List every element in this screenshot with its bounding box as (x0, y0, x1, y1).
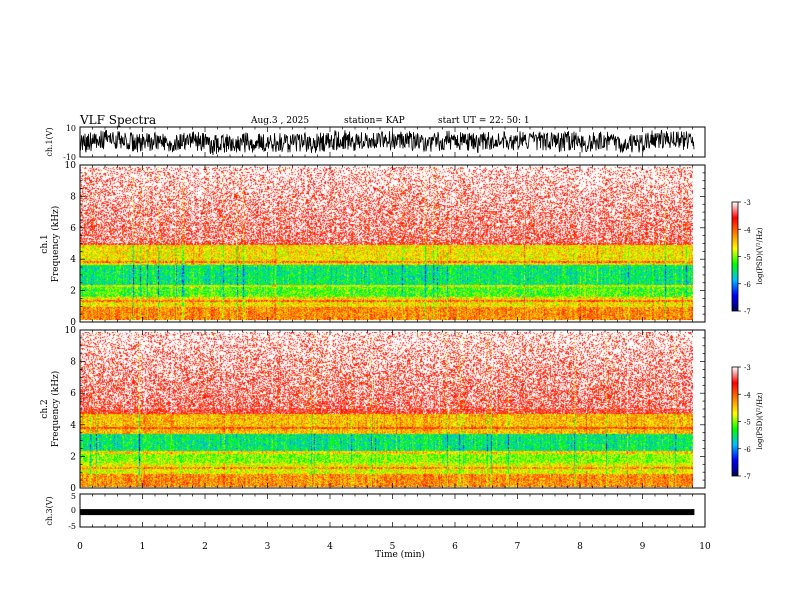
colorbar-1-frame (731, 201, 739, 312)
colorbar-2-tick-label: -3 (744, 364, 751, 372)
ch3-waveform-panel: 5 0 -5 ch.3(V) (45, 492, 706, 531)
time-tick-label: 9 (640, 542, 646, 552)
ch1-frequency-tick-label: 8 (70, 192, 76, 202)
ch2-frequency-tick-label: 8 (70, 358, 76, 368)
colorbar-2-label: log(PSD)(V²/Hz) (756, 392, 764, 449)
colorbar-1-ticks: -3 -4 -5 -6 -7 (738, 199, 751, 316)
ch2-frequency-tick-label: 6 (70, 389, 76, 399)
ch1-spectrogram-panel: 0 2 4 6 8 10 ch.1 Frequency (kHz) (40, 161, 706, 328)
colorbar-2-tick-label: -5 (744, 419, 751, 427)
station-label: station= KAP (344, 116, 405, 126)
colorbar-2-tick-label: -7 (744, 473, 751, 481)
colorbar-2: -3 -4 -5 -6 -7 log(PSD)(V²/Hz) (731, 364, 764, 481)
colorbar-2-tick-label: -6 (744, 446, 751, 454)
ch1-frequency-tick-label: 10 (65, 161, 77, 171)
ch1-waveform-panel: 10 -10 ch.1(V) (45, 124, 706, 162)
time-tick-label: 8 (577, 542, 583, 552)
ch3-ytick-0: 0 (71, 506, 76, 515)
ch2-frequency-tick-label: 4 (70, 421, 76, 431)
colorbar-2-frame (731, 366, 739, 477)
ch3-ytick-5: 5 (71, 492, 76, 501)
ch2-spectrogram-image (80, 332, 693, 487)
ch1-spectrogram-frame (79, 164, 706, 323)
colorbar-1-tick-label: -7 (744, 308, 751, 316)
colorbar-1-tick-label: -3 (744, 199, 751, 207)
ch2-spectrogram-xticks (79, 330, 706, 488)
ch1-waveform-ylabel: ch.1(V) (45, 127, 54, 156)
ch2-frequency-tick-label: 10 (65, 326, 77, 336)
ch3-waveform-ylabel: ch.3(V) (45, 496, 54, 525)
colorbar-1-label: log(PSD)(V²/Hz) (756, 227, 764, 284)
ch2-spectrogram-panel: 0 2 4 6 8 10 ch.2 Frequency (kHz) (40, 326, 706, 494)
ch1-spectrogram-ylabel: Frequency (kHz) (50, 206, 61, 283)
ch3-ytick-minus5: -5 (68, 522, 76, 531)
ch3-waveform-line (80, 509, 695, 516)
colorbar-1: -3 -4 -5 -6 -7 log(PSD)(V²/Hz) (731, 199, 764, 316)
ch2-spectrogram-channel-label: ch.2 (40, 399, 50, 418)
ch2-spectrogram-yticks: 0 2 4 6 8 10 (65, 326, 705, 494)
time-tick-label: 5 (390, 542, 396, 552)
ch2-spectrogram-ylabel: Frequency (kHz) (50, 371, 61, 448)
ch1-frequency-tick-label: 6 (70, 224, 76, 234)
ch1-frequency-tick-label: 2 (70, 287, 76, 297)
ch1-ytick-bottom: -10 (63, 153, 76, 162)
ch1-waveform-xticks (79, 127, 706, 157)
colorbar-2-gradient (732, 367, 738, 476)
colorbar-1-tick-label: -5 (744, 254, 751, 262)
time-axis-tick-labels: 0 1 2 3 4 5 6 7 8 9 10 (77, 542, 711, 552)
ch1-frequency-tick-label: 0 (70, 318, 76, 328)
ch3-waveform-xticks (79, 494, 706, 527)
ch1-spectrogram-xticks (79, 165, 706, 322)
ch1-frequency-tick-label: 4 (70, 255, 76, 265)
time-tick-label: 2 (202, 542, 208, 552)
ch1-spectrogram-channel-label: ch.1 (40, 234, 50, 253)
ch2-spectrogram-frame (79, 329, 706, 489)
time-tick-label: 4 (327, 542, 333, 552)
colorbar-1-tick-label: -4 (744, 226, 751, 234)
time-tick-label: 6 (452, 542, 458, 552)
start-ut-label: start UT = 22: 50: 1 (438, 116, 530, 126)
colorbar-2-ticks: -3 -4 -5 -6 -7 (738, 364, 751, 481)
colorbar-1-tick-label: -6 (744, 281, 751, 289)
ch1-spectrogram-yticks: 0 2 4 6 8 10 (65, 161, 705, 328)
colorbar-2-tick-label: -4 (744, 391, 751, 399)
ch2-frequency-tick-label: 0 (70, 484, 76, 494)
date-label: Aug.3 , 2025 (250, 116, 309, 126)
ch2-frequency-tick-label: 2 (70, 452, 76, 462)
figure-title: VLF Spectra (79, 113, 156, 127)
time-tick-label: 10 (699, 542, 711, 552)
time-tick-label: 0 (77, 542, 83, 552)
time-axis-label: Time (min) (375, 549, 425, 560)
colorbar-1-gradient (732, 202, 738, 311)
time-tick-label: 3 (265, 542, 271, 552)
time-tick-label: 7 (515, 542, 521, 552)
ch1-waveform-line (79, 129, 695, 156)
time-tick-label: 1 (140, 542, 146, 552)
ch1-spectrogram-image (80, 167, 693, 320)
ch1-ytick-top: 10 (66, 124, 76, 133)
